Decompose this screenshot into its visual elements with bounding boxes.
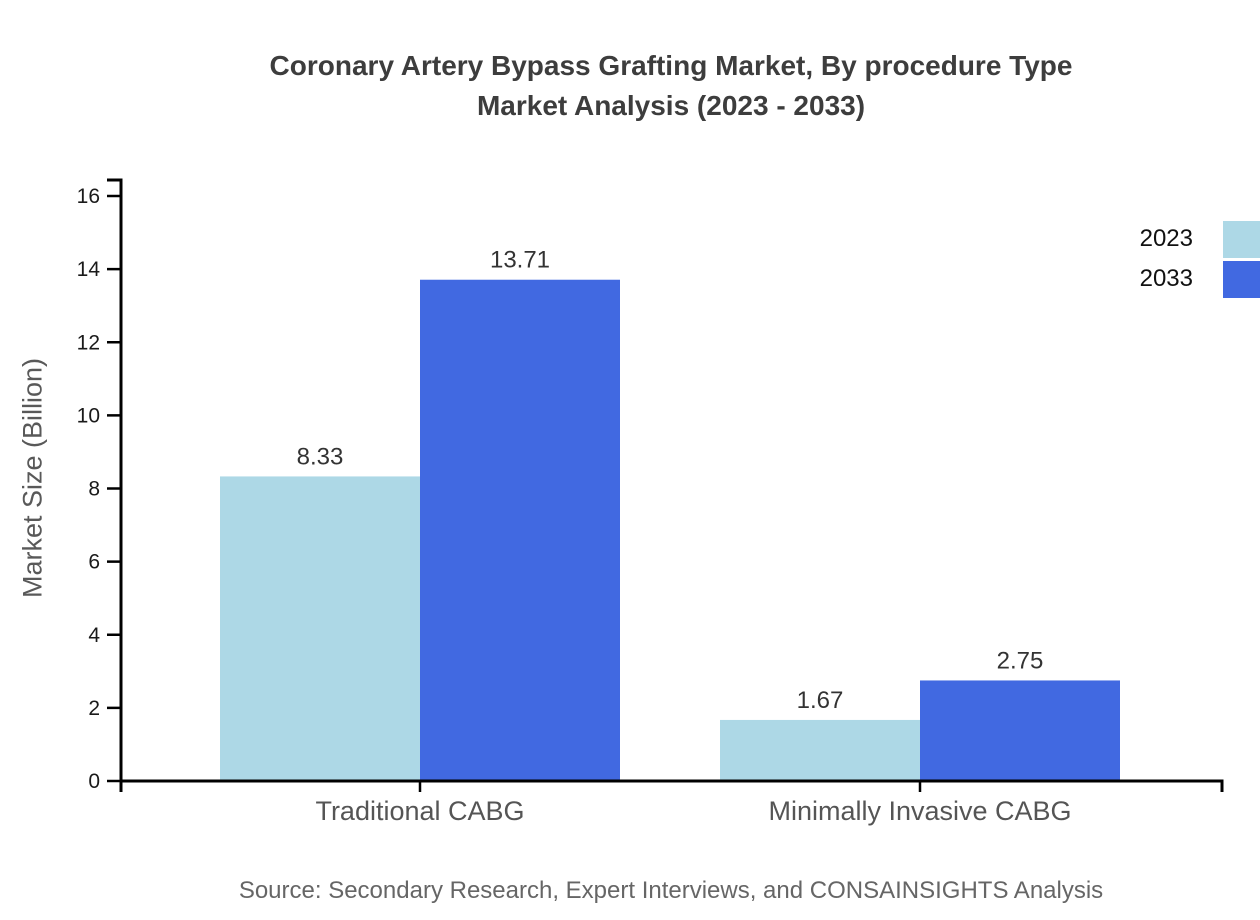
bar-value-label: 13.71 <box>490 247 550 274</box>
bar-value-label: 1.67 <box>797 687 844 714</box>
chart-title-line1: Coronary Artery Bypass Grafting Market, … <box>269 50 1073 81</box>
y-tick-label: 8 <box>88 478 100 501</box>
x-category-label-minimally-invasive-cabg: Minimally Invasive CABG <box>768 796 1071 826</box>
bar-2023-traditional-cabg <box>220 476 420 781</box>
source-note: Source: Secondary Research, Expert Inter… <box>238 877 1104 904</box>
chart-title: Coronary Artery Bypass Grafting Market, … <box>270 46 1073 126</box>
bar-2023-minimally-invasive-cabg <box>720 719 920 781</box>
legend-item-2023: 2023 <box>1140 219 1260 259</box>
bar-2033-minimally-invasive-cabg <box>920 680 1120 781</box>
legend: 2023 2033 <box>1140 219 1260 299</box>
y-tick-label: 14 <box>77 258 101 281</box>
bar-value-label: 8.33 <box>297 443 344 470</box>
legend-label-2033: 2033 <box>1139 265 1193 292</box>
legend-label-2023: 2023 <box>1139 225 1193 252</box>
legend-item-2033: 2033 <box>1140 259 1260 299</box>
chart-title-line2: Market Analysis (2023 - 2033) <box>476 90 866 121</box>
y-tick-label: 4 <box>88 624 100 647</box>
x-category-label-traditional-cabg: Traditional CABG <box>315 796 524 826</box>
y-axis-label: Market Size (Billion) <box>17 357 48 599</box>
y-tick-label: 2 <box>88 697 100 720</box>
bar-2033-traditional-cabg <box>420 279 620 781</box>
bar-value-label: 2.75 <box>997 647 1044 674</box>
y-tick-label: 6 <box>88 551 100 574</box>
y-tick-label: 12 <box>77 331 100 354</box>
y-tick-label: 16 <box>77 185 100 208</box>
legend-swatch-2023 <box>1223 220 1260 258</box>
legend-swatch-2033 <box>1223 260 1260 298</box>
y-tick-label: 10 <box>77 404 100 427</box>
y-tick-label: 0 <box>88 770 100 793</box>
x-axis <box>119 779 1224 792</box>
y-axis <box>107 178 123 781</box>
